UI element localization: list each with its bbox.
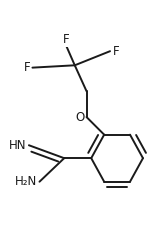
Text: F: F [112,45,119,58]
Text: F: F [63,33,70,47]
Text: F: F [23,61,30,74]
Text: HN: HN [9,139,27,152]
Text: H₂N: H₂N [15,175,37,188]
Text: O: O [75,111,84,123]
